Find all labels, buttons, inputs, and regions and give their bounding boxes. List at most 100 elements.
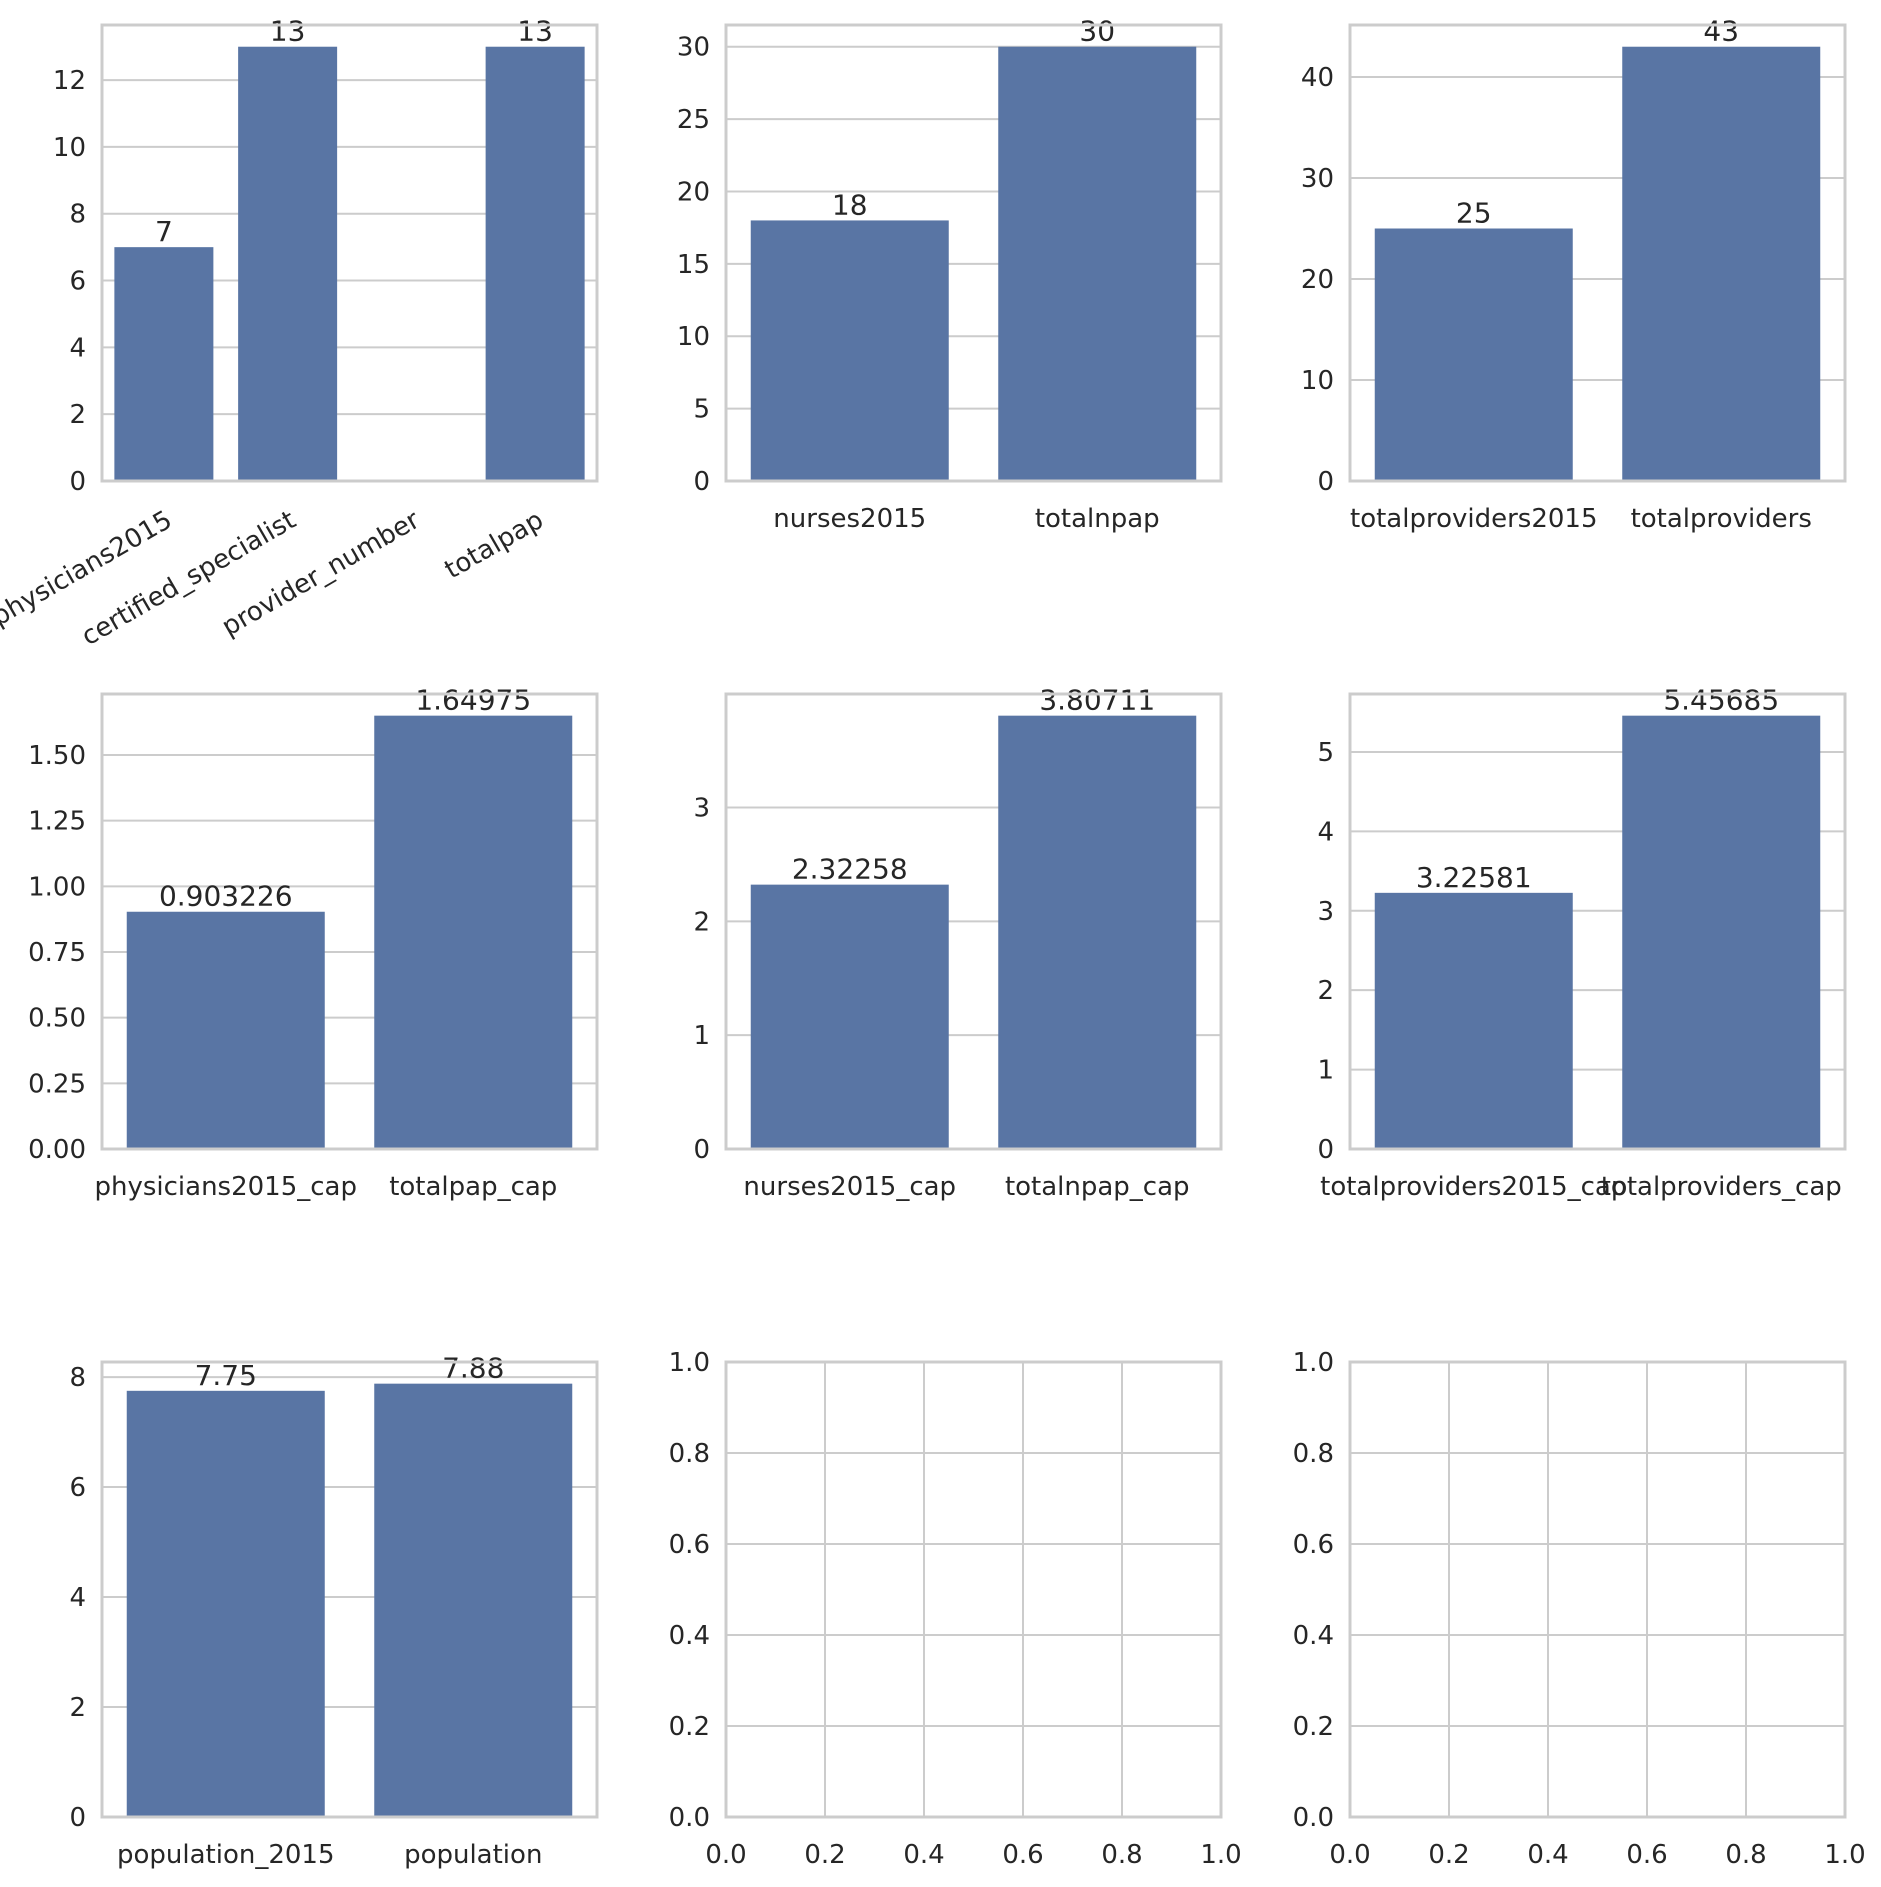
x-category-label: totalnpap_cap [1005,1172,1190,1202]
bar [374,1383,573,1817]
y-tick-label: 0.0 [1293,1803,1334,1833]
bar-value-label: 5.45685 [1663,684,1779,717]
y-tick-label: 0 [1317,467,1334,497]
bar [1622,46,1821,481]
x-category-label: totalproviders_cap [1601,1172,1842,1202]
axes-frame [724,1360,1223,1819]
y-tick-label: 1.0 [669,1348,710,1378]
x-category-label: population [404,1840,542,1870]
y-tick-label: 3 [1317,897,1334,927]
y-tick-label: 0 [69,467,86,497]
bar-value-label: 13 [270,15,306,48]
chart-panel-3: 0 10 20 30 40 25 43 totalproviders2015 totalprov… [1301,15,1847,534]
bar [374,715,573,1149]
y-tick-label: 8 [69,1363,86,1393]
y-tick-label: 0.4 [1293,1621,1334,1651]
axes-frame [724,692,1223,1151]
x-category-label: nurses2015 [773,504,926,534]
x-category-label: provider_number [217,505,425,643]
y-tick-label: 2 [69,1693,86,1723]
y-tick-label: 1.50 [28,741,86,771]
bar-value-label: 3.22581 [1416,861,1532,894]
x-tick-label: 0.2 [804,1840,845,1870]
x-tick-label: 0.0 [1329,1840,1370,1870]
y-tick-label: 30 [677,33,710,63]
chart-panel-9: 0.0 0.2 0.4 0.6 0.8 1.0 0.0 0.2 0.4 0.6 0.8 1.0 [1293,1348,1866,1870]
axes-frame [100,23,599,483]
x-category-label: nurses2015_cap [743,1172,956,1202]
y-tick-label: 40 [1301,63,1334,93]
bar-value-label: 13 [517,15,553,48]
y-tick-label: 6 [69,267,86,297]
bar [750,884,949,1149]
y-tick-label: 3 [693,794,710,824]
bar [1374,228,1573,481]
y-tick-label: 1.00 [28,872,86,902]
x-tick-label: 0.4 [903,1840,944,1870]
x-category-label: totalpap_cap [389,1172,557,1202]
x-category-label: totalproviders2015 [1350,504,1598,534]
y-tick-label: 30 [1301,164,1334,194]
y-tick-label: 2 [69,400,86,430]
x-tick-label: 0.8 [1101,1840,1142,1870]
y-tick-label: 0.00 [28,1135,86,1165]
x-category-label: population_2015 [117,1840,335,1870]
bar [485,46,585,481]
bar-value-label: 3.80711 [1039,684,1155,717]
x-tick-label: 1.0 [1824,1840,1865,1870]
bar [126,911,325,1149]
x-category-label: totalproviders2015_cap [1320,1172,1627,1202]
y-tick-label: 20 [1301,265,1334,295]
chart-panel-5: 0 1 2 3 2.32258 3.80711 nurses2015_cap totalnpa… [693,684,1223,1202]
y-tick-label: 0.0 [669,1803,710,1833]
bar-value-label: 2.32258 [792,853,908,886]
x-tick-label: 0.2 [1428,1840,1469,1870]
y-tick-label: 0 [693,467,710,497]
y-tick-label: 1.0 [1293,1348,1334,1378]
axes-frame [1348,1360,1847,1819]
bar [114,247,214,481]
axes-frame [100,692,599,1151]
y-tick-label: 10 [677,322,710,352]
bar-value-label: 7.88 [442,1352,504,1385]
y-tick-label: 0.8 [1293,1439,1334,1469]
y-tick-label: 1.25 [28,807,86,837]
bar [238,46,338,481]
y-tick-label: 15 [677,250,710,280]
bar-value-label: 25 [1456,197,1492,230]
bar [998,46,1197,481]
y-tick-label: 0.25 [28,1069,86,1099]
axes-frame [100,1360,599,1819]
bar [1622,715,1821,1149]
y-tick-label: 0.75 [28,938,86,968]
y-tick-label: 0.6 [1293,1530,1334,1560]
y-tick-label: 0.6 [669,1530,710,1560]
y-tick-label: 0.2 [669,1712,710,1742]
bar-value-label: 43 [1703,15,1739,48]
x-category-label: certified_specialist [77,505,302,652]
y-tick-label: 0 [693,1135,710,1165]
x-tick-label: 0.0 [705,1840,746,1870]
y-tick-label: 2 [693,907,710,937]
y-tick-label: 8 [69,200,86,230]
bar-value-label: 30 [1079,15,1115,48]
y-tick-label: 6 [69,1473,86,1503]
bar-value-label: 7 [155,215,173,248]
y-tick-label: 1 [693,1021,710,1051]
x-tick-label: 0.4 [1527,1840,1568,1870]
y-tick-label: 0.4 [669,1621,710,1651]
x-category-label: totalproviders [1631,504,1812,534]
x-tick-label: 0.8 [1725,1840,1766,1870]
y-tick-label: 5 [693,395,710,425]
y-tick-label: 0.2 [1293,1712,1334,1742]
y-tick-label: 0 [1317,1135,1334,1165]
bar [750,220,949,481]
chart-panel-4: 0.00 0.25 0.50 0.75 1.00 1.25 1.50 0.903226 1.64… [28,684,599,1202]
y-tick-label: 4 [69,333,86,363]
axes-frame [1348,23,1847,483]
x-category-label: physicians2015_cap [94,1172,357,1202]
x-tick-label: 0.6 [1002,1840,1043,1870]
axes-frame [724,23,1223,483]
bar [1374,892,1573,1149]
